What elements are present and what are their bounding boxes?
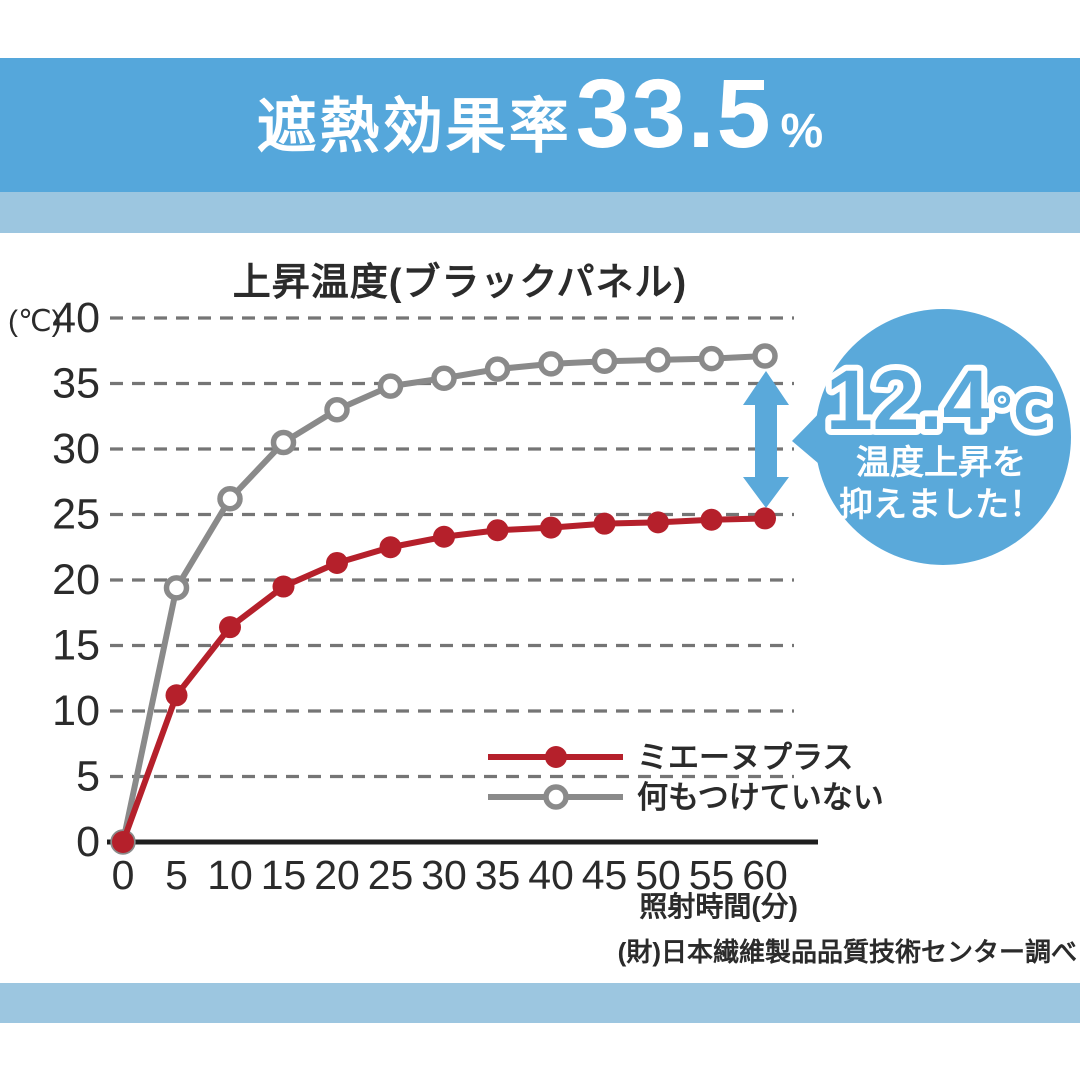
- banner-title-text: 遮熱効果率: [256, 93, 572, 160]
- y-tick-label-15: 15: [52, 622, 100, 670]
- y-tick-label-20: 20: [52, 556, 100, 604]
- x-tick-label-25: 25: [368, 852, 414, 898]
- y-tick-label-10: 10: [52, 687, 100, 735]
- y-tick-label-30: 30: [52, 425, 100, 473]
- data-point-0-45: [591, 348, 618, 374]
- y-tick-label-40: 40: [52, 294, 100, 342]
- y-tick-label-35: 35: [52, 360, 100, 408]
- chart-title: 上昇温度(ブラックパネル): [232, 262, 688, 304]
- data-point-1-35: [486, 519, 509, 542]
- x-tick-label-30: 30: [421, 852, 467, 898]
- data-point-1-45: [593, 512, 616, 535]
- x-tick-label-5: 5: [165, 852, 188, 898]
- data-point-1-60: [754, 507, 776, 530]
- y-tick-label-25: 25: [52, 491, 100, 539]
- callout-line2: 抑えました！: [839, 486, 1043, 524]
- light-blue-band-bottom: [0, 983, 1080, 1023]
- x-tick-label-15: 15: [261, 852, 307, 898]
- data-point-1-0: [112, 831, 134, 853]
- x-tick-label-20: 20: [314, 852, 360, 898]
- data-point-0-30: [431, 365, 457, 392]
- legend-label-1: 何もつけていない: [637, 780, 884, 815]
- source-credit: (財)日本繊維製品品質技術センター調べ: [617, 937, 1077, 967]
- data-point-1-25: [379, 536, 402, 559]
- callout-value: 12.4℃: [826, 353, 1050, 447]
- header-banner: 遮熱効果率 33.5 %: [0, 58, 1080, 192]
- data-point-0-10: [217, 486, 243, 512]
- data-point-1-5: [165, 684, 188, 707]
- y-tick-label-0: 0: [76, 818, 100, 866]
- y-tick-label-5: 5: [76, 753, 100, 801]
- x-tick-label-45: 45: [582, 852, 628, 898]
- x-tick-label-35: 35: [475, 852, 521, 898]
- banner-percent-sign: %: [780, 105, 824, 158]
- x-tick-label-0: 0: [112, 852, 135, 898]
- y-axis-unit-label: (℃): [8, 305, 62, 338]
- data-point-1-40: [540, 516, 562, 539]
- banner-value: 33.5: [575, 59, 773, 168]
- x-tick-label-10: 10: [207, 852, 253, 898]
- data-point-1-10: [219, 616, 241, 639]
- data-point-0-25: [377, 373, 404, 399]
- data-point-0-50: [645, 347, 671, 373]
- data-point-1-15: [272, 575, 295, 598]
- legend-marker-1: [543, 784, 569, 810]
- data-point-0-5: [163, 575, 190, 601]
- x-axis-title: 照射時間(分): [639, 891, 798, 922]
- data-point-1-55: [700, 508, 723, 531]
- data-point-0-40: [538, 351, 564, 377]
- difference-arrow-icon: [743, 371, 789, 508]
- data-point-0-55: [698, 345, 725, 372]
- callout-bubble: [815, 309, 1071, 565]
- light-blue-band-top: [0, 192, 1080, 233]
- x-tick-label-40: 40: [528, 852, 574, 898]
- x-tick-label-55: 55: [689, 852, 735, 898]
- data-point-0-35: [484, 356, 511, 382]
- data-point-0-15: [270, 429, 297, 456]
- data-point-1-30: [433, 525, 455, 548]
- legend-label-0: ミエーヌプラス: [637, 740, 853, 775]
- callout-line1: 温度上昇を: [856, 444, 1026, 482]
- data-point-1-20: [326, 551, 348, 574]
- x-tick-label-60: 60: [742, 852, 788, 898]
- data-point-0-60: [752, 343, 778, 369]
- x-tick-label-50: 50: [635, 852, 681, 898]
- data-point-0-20: [324, 396, 350, 423]
- legend-marker-0: [545, 746, 567, 768]
- data-point-1-50: [647, 511, 669, 534]
